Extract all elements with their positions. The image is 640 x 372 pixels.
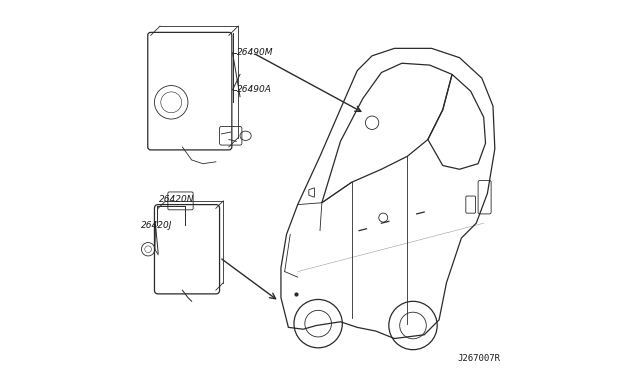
Text: J267007R: J267007R [458, 354, 500, 363]
Text: 26490M: 26490M [237, 48, 273, 57]
Text: 26490A: 26490A [237, 86, 272, 94]
Text: 26420N: 26420N [159, 195, 195, 203]
Text: 26420J: 26420J [141, 221, 172, 230]
